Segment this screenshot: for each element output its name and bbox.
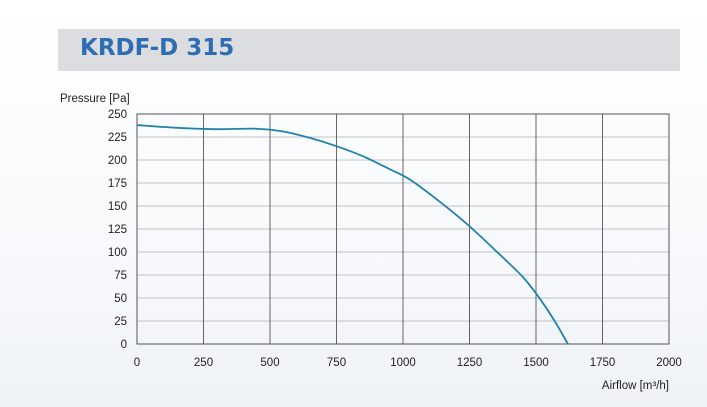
grid xyxy=(137,114,669,344)
x-tick-label: 1500 xyxy=(523,357,549,369)
x-tick-label: 500 xyxy=(260,357,279,369)
x-tick-label: 1000 xyxy=(390,357,416,369)
x-tick-label: 0 xyxy=(134,357,140,369)
x-tick-label: 1250 xyxy=(457,357,483,369)
y-tick-label: 250 xyxy=(108,109,127,121)
x-tick-label: 250 xyxy=(194,357,213,369)
y-tick-label: 50 xyxy=(114,293,127,305)
y-tick-label: 150 xyxy=(108,201,127,213)
plot-frame xyxy=(136,113,670,345)
x-axis-label: Airflow [m³/h] xyxy=(602,380,669,392)
page-title: KRDF-D 315 xyxy=(80,35,235,61)
y-tick-label: 75 xyxy=(114,270,127,282)
x-tick-label: 1750 xyxy=(590,357,616,369)
y-tick-labels: 0 25 50 75 100 125 150 175 200 225 250 xyxy=(108,109,127,351)
x-tick-label: 750 xyxy=(327,357,346,369)
y-axis-label: Pressure [Pa] xyxy=(60,93,130,105)
y-tick-label: 125 xyxy=(108,224,127,236)
y-tick-label: 100 xyxy=(108,247,127,259)
title-bar: KRDF-D 315 xyxy=(58,29,680,71)
y-tick-label: 175 xyxy=(108,178,127,190)
y-tick-label: 0 xyxy=(121,339,127,351)
y-tick-label: 225 xyxy=(108,132,127,144)
y-tick-label: 200 xyxy=(108,155,127,167)
fan-curve-line xyxy=(136,124,569,345)
y-tick-label: 25 xyxy=(114,316,127,328)
x-tick-labels: 0 250 500 750 1000 1250 1500 1750 2000 xyxy=(134,357,682,369)
x-tick-label: 2000 xyxy=(656,357,682,369)
